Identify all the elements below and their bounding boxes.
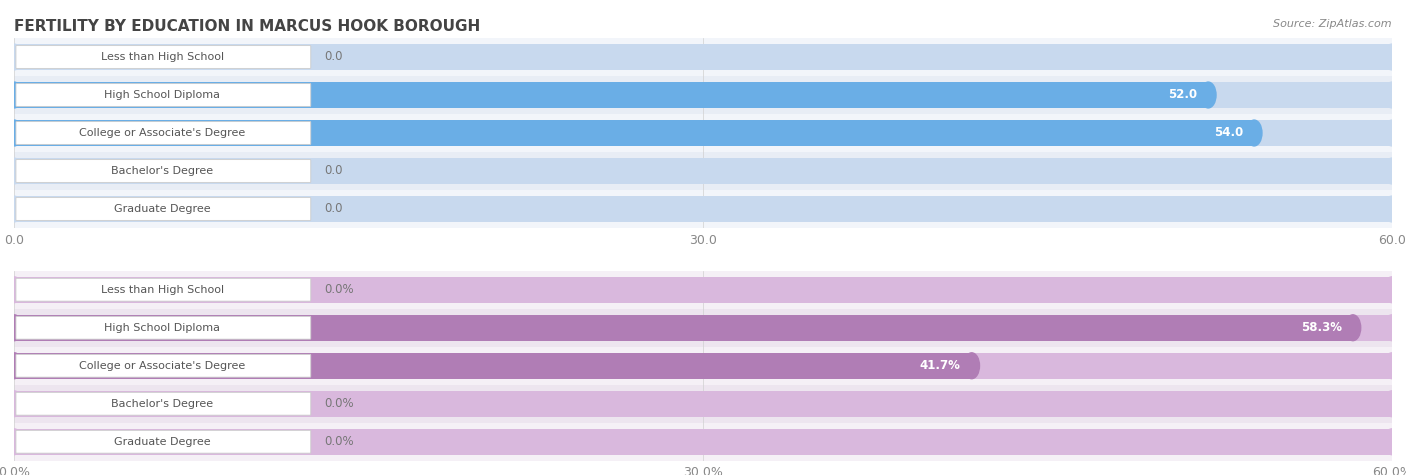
Text: 0.0: 0.0 — [325, 50, 343, 64]
Text: 0.0%: 0.0% — [325, 397, 354, 410]
FancyBboxPatch shape — [15, 84, 311, 106]
Bar — [14, 38, 1392, 76]
Circle shape — [1384, 120, 1400, 146]
Circle shape — [1384, 391, 1400, 417]
Bar — [14, 315, 1353, 341]
FancyBboxPatch shape — [15, 392, 311, 415]
Text: 54.0: 54.0 — [1213, 126, 1243, 140]
Bar — [14, 152, 1392, 190]
Bar — [14, 353, 972, 379]
FancyBboxPatch shape — [15, 278, 311, 301]
Circle shape — [6, 277, 22, 303]
Text: FERTILITY BY EDUCATION IN MARCUS HOOK BOROUGH: FERTILITY BY EDUCATION IN MARCUS HOOK BO… — [14, 19, 481, 34]
Text: Less than High School: Less than High School — [101, 52, 224, 62]
Bar — [14, 82, 1392, 108]
FancyBboxPatch shape — [15, 316, 311, 339]
Bar — [14, 196, 1392, 222]
Bar — [14, 429, 1392, 455]
Circle shape — [1246, 120, 1263, 146]
FancyBboxPatch shape — [15, 198, 311, 220]
Circle shape — [6, 315, 22, 341]
Circle shape — [1384, 158, 1400, 184]
Bar — [14, 423, 1392, 461]
Circle shape — [6, 120, 22, 146]
Circle shape — [1384, 315, 1400, 341]
Bar — [14, 309, 1392, 347]
Text: 58.3%: 58.3% — [1301, 321, 1341, 334]
Circle shape — [6, 158, 22, 184]
Circle shape — [6, 391, 22, 417]
Bar — [14, 315, 1392, 341]
Circle shape — [6, 120, 22, 146]
Text: 0.0%: 0.0% — [325, 435, 354, 448]
Bar — [14, 120, 1392, 146]
FancyBboxPatch shape — [15, 46, 311, 68]
FancyBboxPatch shape — [15, 430, 311, 453]
Bar — [14, 277, 1392, 303]
FancyBboxPatch shape — [15, 160, 311, 182]
Circle shape — [1384, 82, 1400, 108]
Circle shape — [6, 82, 22, 108]
Bar — [14, 190, 1392, 228]
Text: 0.0: 0.0 — [325, 202, 343, 216]
Circle shape — [6, 44, 22, 70]
Bar — [14, 271, 1392, 309]
Text: 52.0: 52.0 — [1168, 88, 1197, 102]
Text: Source: ZipAtlas.com: Source: ZipAtlas.com — [1274, 19, 1392, 29]
Circle shape — [1384, 44, 1400, 70]
Circle shape — [6, 196, 22, 222]
Bar — [14, 76, 1392, 114]
Text: College or Associate's Degree: College or Associate's Degree — [79, 361, 245, 371]
Circle shape — [1384, 277, 1400, 303]
Text: Bachelor's Degree: Bachelor's Degree — [111, 166, 214, 176]
Text: Graduate Degree: Graduate Degree — [114, 204, 211, 214]
Circle shape — [6, 353, 22, 379]
Bar — [14, 158, 1392, 184]
Circle shape — [6, 82, 22, 108]
Circle shape — [6, 429, 22, 455]
Bar — [14, 114, 1392, 152]
Bar — [14, 44, 1392, 70]
Bar — [14, 385, 1392, 423]
Text: 41.7%: 41.7% — [920, 359, 960, 372]
Circle shape — [1384, 196, 1400, 222]
Text: 0.0: 0.0 — [325, 164, 343, 178]
Bar — [14, 347, 1392, 385]
Circle shape — [1346, 315, 1361, 341]
Circle shape — [6, 353, 22, 379]
Circle shape — [1384, 353, 1400, 379]
Bar — [14, 353, 1392, 379]
Text: High School Diploma: High School Diploma — [104, 90, 221, 100]
Circle shape — [965, 353, 980, 379]
Text: Less than High School: Less than High School — [101, 285, 224, 295]
FancyBboxPatch shape — [15, 354, 311, 377]
Text: 0.0%: 0.0% — [325, 283, 354, 296]
Text: High School Diploma: High School Diploma — [104, 323, 221, 333]
FancyBboxPatch shape — [15, 122, 311, 144]
Bar — [14, 391, 1392, 417]
Circle shape — [1201, 82, 1216, 108]
Bar — [14, 82, 1208, 108]
Text: Bachelor's Degree: Bachelor's Degree — [111, 399, 214, 409]
Circle shape — [1384, 429, 1400, 455]
Bar — [14, 120, 1254, 146]
Circle shape — [6, 315, 22, 341]
Text: College or Associate's Degree: College or Associate's Degree — [79, 128, 245, 138]
Text: Graduate Degree: Graduate Degree — [114, 437, 211, 447]
